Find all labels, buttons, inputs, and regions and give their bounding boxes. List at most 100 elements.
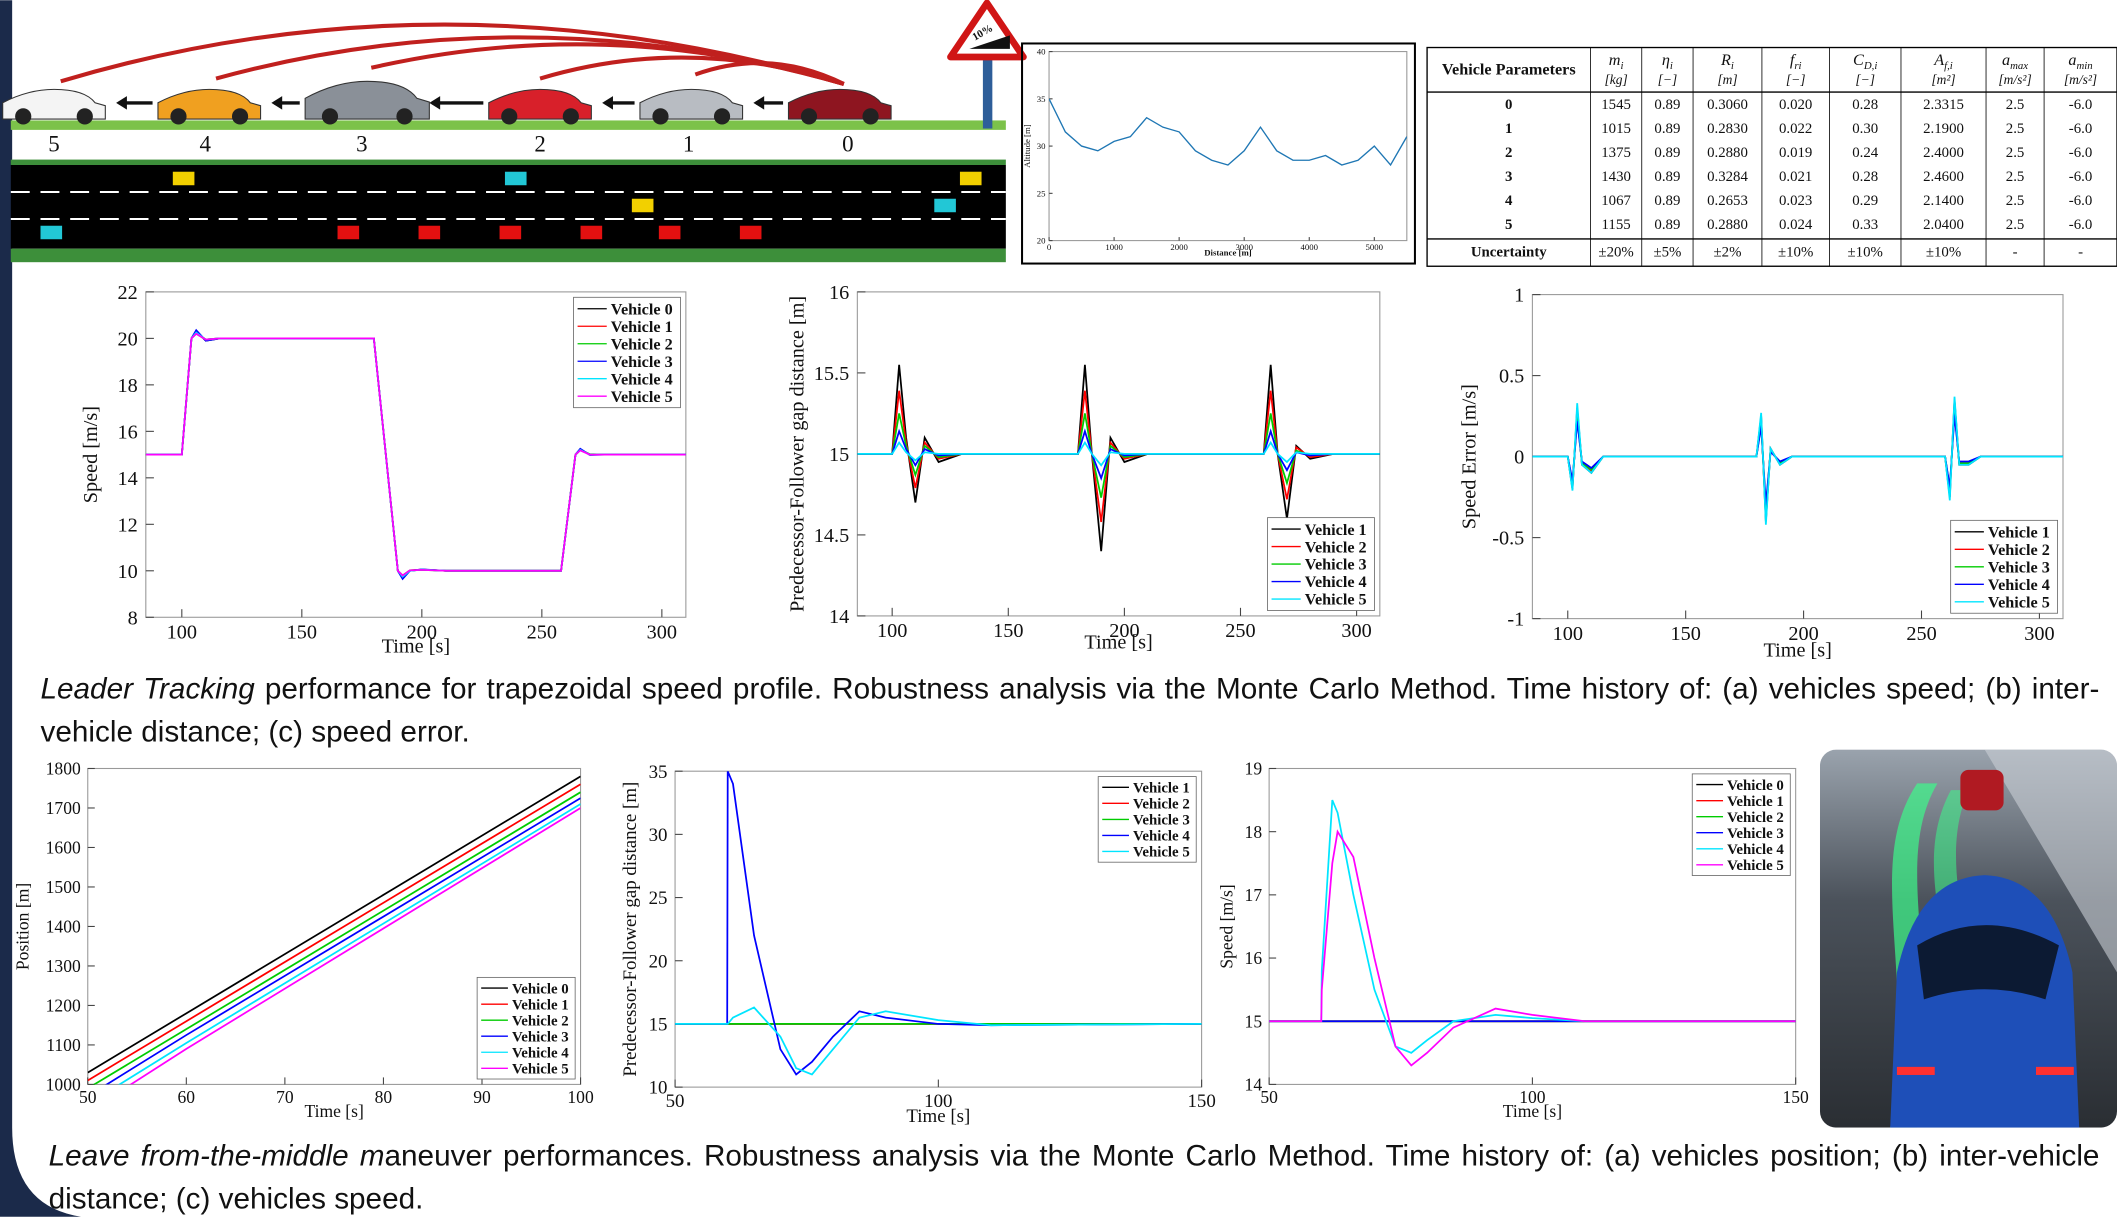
- series-line: [675, 1006, 1202, 1076]
- legend-label: Vehicle 5: [1988, 593, 2050, 611]
- table-cell: 0.019: [1779, 145, 1812, 161]
- vehicle-label: 4: [199, 131, 211, 156]
- legend-label: Vehicle 3: [1305, 556, 1367, 574]
- table-cell: 1015: [1601, 121, 1631, 137]
- table-cell: 0.33: [1852, 217, 1878, 233]
- symbol-sub: D,i: [1863, 60, 1878, 72]
- table-cell: -6.0: [2069, 121, 2093, 137]
- symbol-sub: ri: [1794, 60, 1801, 72]
- legend-label: Vehicle 2: [512, 1013, 569, 1029]
- small-car: [337, 225, 360, 240]
- small-car: [631, 198, 654, 213]
- small-car: [580, 225, 603, 240]
- x-axis-label: Time [s]: [1763, 639, 1831, 661]
- table-cell: 0.2830: [1707, 121, 1748, 137]
- caption: Leader Tracking performance for trapezoi…: [41, 667, 2100, 753]
- table-header-unit: [m/s²]: [1998, 72, 2031, 87]
- x-tick-label: 200: [1788, 623, 1818, 645]
- legend-box: [476, 976, 576, 1080]
- symbol: a: [2002, 51, 2010, 69]
- chart: 14 15 16 17 18 19 50 100 150 Time [s] Speed [m/s] V…: [1217, 759, 1809, 1121]
- plot-area: [1048, 51, 1408, 242]
- y-tick-label: 0.5: [1499, 366, 1524, 388]
- y-tick-label: 30: [1037, 141, 1046, 151]
- table-header-symbol: ηi: [1662, 51, 1673, 72]
- x-tick-label: 150: [287, 622, 317, 644]
- warning-sign: 10%: [947, 0, 1027, 129]
- y-tick-label: 20: [649, 951, 668, 972]
- arc: [539, 55, 845, 86]
- car-wheel: [231, 108, 249, 125]
- legend-label: Vehicle 4: [1305, 573, 1367, 591]
- x-tick-label: 50: [1260, 1087, 1278, 1107]
- legend-label: Vehicle 1: [1727, 794, 1784, 810]
- caption-box: Leave from-the-middle maneuver performan…: [49, 1138, 2100, 1215]
- legend-label: Vehicle 0: [1727, 778, 1784, 794]
- series-line: [857, 390, 1380, 523]
- follow-arrowhead: [602, 96, 613, 110]
- table-cell: 1155: [1602, 217, 1631, 233]
- small-car: [959, 171, 982, 186]
- x-tick-label: 3000: [1235, 242, 1253, 252]
- chart: 14 14.5 15 15.5 16 100 150 200 250 300 Time [s] Pre…: [786, 282, 1381, 653]
- x-axis-label: Time [s]: [382, 635, 450, 657]
- x-tick-label: 300: [647, 622, 677, 644]
- series-line: [1269, 829, 1796, 1067]
- series-line: [105, 797, 581, 1085]
- y-tick-label: 1100: [46, 1035, 81, 1055]
- x-tick-label: 80: [375, 1087, 393, 1107]
- sign-pole: [982, 54, 993, 129]
- table-header-unit: [−]: [1658, 72, 1678, 87]
- follow-arrowhead: [271, 96, 283, 110]
- y-tick-label: 14: [117, 468, 137, 490]
- x-tick-label: 100: [167, 622, 197, 644]
- table-cell: 0.022: [1779, 121, 1812, 137]
- car-wheel: [321, 108, 339, 125]
- y-tick-label: 15: [649, 1015, 668, 1036]
- x-tick-label: 50: [79, 1087, 97, 1107]
- y-tick-label: 1600: [46, 838, 81, 858]
- grass: [10, 120, 1006, 130]
- table-cell: -: [2013, 245, 2018, 261]
- table-header-unit: [m]: [1717, 72, 1737, 87]
- vehicle-label: 1: [683, 131, 694, 156]
- legend-label: Vehicle 1: [1988, 523, 2050, 541]
- y-tick-label: 35: [1037, 94, 1046, 104]
- car-wheel: [562, 108, 579, 125]
- y-tick-label: 35: [649, 762, 668, 783]
- car-wheel: [800, 108, 818, 125]
- table-header-symbol: Af,i: [1933, 51, 1953, 72]
- photo-car: [1960, 769, 2004, 811]
- series-line: [129, 807, 581, 1085]
- y-tick-label: -1: [1507, 609, 1524, 631]
- table-cell: 0.3284: [1707, 169, 1748, 185]
- x-axis-label: Time [s]: [304, 1101, 363, 1121]
- car-wheel: [862, 108, 879, 125]
- table-cell: ±10%: [1778, 245, 1813, 261]
- legend-label: Vehicle 5: [512, 1061, 569, 1077]
- car-wheel: [76, 108, 93, 125]
- legend-label: Vehicle 0: [611, 300, 673, 318]
- vehicle-label: 3: [356, 131, 367, 156]
- table-cell: 2.5: [2006, 193, 2025, 209]
- y-axis-label: Speed [m/s]: [80, 406, 102, 503]
- table-cell: ±20%: [1598, 245, 1633, 261]
- photo-window: [1917, 925, 2059, 1000]
- legend-label: Vehicle 3: [512, 1029, 569, 1045]
- x-tick-label: 100: [924, 1091, 952, 1112]
- y-axis-label: Speed [m/s]: [1217, 884, 1237, 968]
- symbol: η: [1662, 51, 1670, 69]
- table-cell: 0.3060: [1707, 97, 1748, 113]
- car-wheel: [652, 108, 669, 125]
- x-tick-label: 50: [666, 1091, 685, 1112]
- panel-frame: [1021, 42, 1416, 265]
- photo-light: [1896, 1066, 1935, 1075]
- table-cell: 2.4600: [1923, 169, 1964, 185]
- y-tick-label: 25: [649, 888, 668, 909]
- symbol: f: [1790, 51, 1797, 69]
- y-tick-label: 18: [117, 375, 137, 397]
- x-tick-label: 150: [1187, 1091, 1215, 1112]
